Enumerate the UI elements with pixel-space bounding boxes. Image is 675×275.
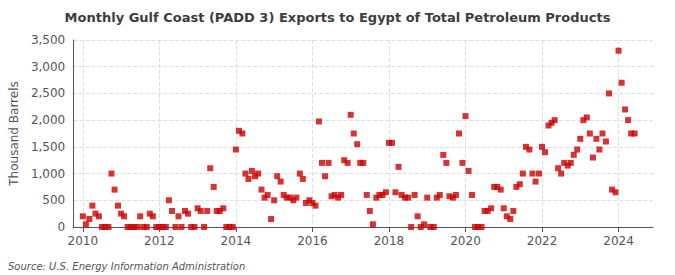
svg-text:Monthly Gulf Coast (PADD 3) Ex: Monthly Gulf Coast (PADD 3) Exports to E… [65,10,611,25]
svg-text:2012: 2012 [144,234,175,248]
svg-text:2010: 2010 [68,234,99,248]
svg-text:1,500: 1,500 [31,140,65,154]
svg-text:2024: 2024 [603,234,634,248]
svg-text:0: 0 [58,220,66,234]
svg-text:2016: 2016 [297,234,328,248]
svg-text:2014: 2014 [221,234,252,248]
svg-text:3,500: 3,500 [31,33,65,47]
svg-text:2018: 2018 [374,234,405,248]
svg-text:2022: 2022 [527,234,558,248]
svg-text:Thousand Barrels: Thousand Barrels [7,81,21,186]
svg-text:3,000: 3,000 [31,60,65,74]
svg-text:2020: 2020 [450,234,481,248]
svg-text:Source: U.S. Energy Informatio: Source: U.S. Energy Information Administ… [8,261,245,272]
svg-text:1,000: 1,000 [31,167,65,181]
svg-text:2,000: 2,000 [31,113,65,127]
svg-text:2,500: 2,500 [31,86,65,100]
svg-text:500: 500 [42,193,65,207]
